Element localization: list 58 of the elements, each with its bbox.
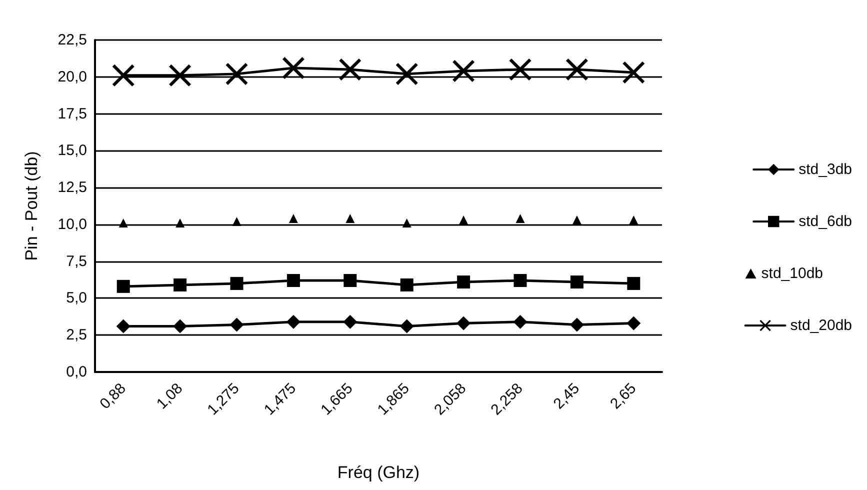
point bbox=[396, 62, 418, 85]
point bbox=[169, 64, 192, 86]
point bbox=[118, 218, 128, 228]
legend-label: std_10db bbox=[761, 265, 824, 282]
point bbox=[232, 216, 242, 226]
point bbox=[509, 58, 532, 81]
point bbox=[629, 216, 638, 225]
point bbox=[400, 278, 414, 292]
point bbox=[230, 276, 244, 290]
point bbox=[288, 214, 298, 224]
y-tick-label: 15,0 bbox=[58, 142, 87, 160]
point bbox=[230, 318, 244, 332]
y-tick-label: 0,0 bbox=[66, 364, 87, 380]
point bbox=[513, 314, 528, 329]
legend-label: std_3db bbox=[798, 161, 852, 178]
point bbox=[402, 218, 412, 228]
y-tick-label: 7,5 bbox=[66, 252, 87, 270]
point bbox=[572, 216, 582, 225]
point bbox=[286, 274, 300, 288]
y-tick-label: 17,5 bbox=[58, 105, 87, 122]
point bbox=[116, 319, 130, 334]
point bbox=[622, 61, 645, 84]
y-tick-label: 10,0 bbox=[58, 216, 87, 233]
y-axis-title: Pin - Pout (db) bbox=[22, 151, 41, 261]
legend-label: std_20db bbox=[790, 317, 852, 334]
point bbox=[344, 274, 357, 288]
x-tick-label: 1,08 bbox=[153, 380, 186, 413]
point bbox=[626, 316, 641, 330]
point bbox=[570, 318, 584, 332]
y-tick-label: 22,5 bbox=[58, 32, 87, 48]
point bbox=[452, 60, 475, 82]
legend-label: std_6db bbox=[798, 213, 852, 230]
point bbox=[514, 274, 527, 288]
x-tick-label: 0,88 bbox=[96, 380, 130, 413]
point bbox=[112, 64, 134, 86]
point bbox=[174, 278, 187, 292]
point bbox=[456, 316, 471, 330]
point bbox=[339, 58, 362, 81]
point bbox=[516, 214, 525, 224]
point bbox=[282, 57, 304, 80]
point bbox=[566, 58, 588, 81]
point bbox=[286, 314, 300, 329]
point bbox=[570, 275, 584, 288]
point bbox=[457, 275, 470, 288]
y-tick-label: 2,5 bbox=[66, 326, 87, 344]
point bbox=[346, 214, 355, 224]
point bbox=[343, 314, 358, 329]
point bbox=[459, 216, 468, 225]
point bbox=[400, 319, 414, 334]
y-tick-label: 20,0 bbox=[58, 68, 87, 86]
y-tick-label: 5,0 bbox=[66, 290, 87, 307]
point bbox=[173, 319, 188, 334]
x-axis-title: Fréq (Ghz) bbox=[337, 463, 420, 482]
point bbox=[176, 218, 185, 228]
y-tick-label: 12,5 bbox=[58, 179, 87, 196]
point bbox=[226, 62, 248, 85]
point bbox=[627, 276, 640, 290]
point bbox=[116, 280, 130, 293]
